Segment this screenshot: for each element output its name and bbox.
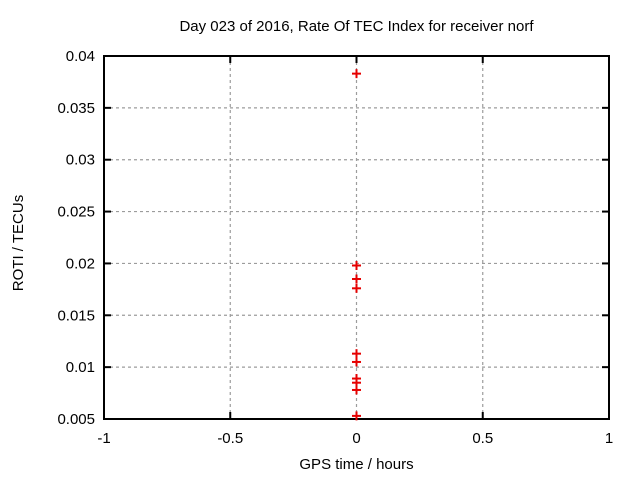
y-tick-label: 0.04 [66,48,95,65]
chart-title: Day 023 of 2016, Rate Of TEC Index for r… [179,18,534,35]
y-tick-label: 0.01 [66,359,95,376]
y-tick-label: 0.035 [57,100,95,117]
x-axis-label: GPS time / hours [299,456,414,473]
y-tick-label: 0.02 [66,255,95,272]
x-tick-label: 1 [605,430,613,447]
x-tick-label: 0 [352,430,360,447]
x-tick-label: -1 [97,430,110,447]
y-tick-label: 0.005 [57,411,95,428]
y-tick-label: 0.03 [66,152,95,169]
y-axis-label: ROTI / TECUs [10,194,27,292]
y-tick-label: 0.025 [57,204,95,221]
x-tick-label: -0.5 [217,430,243,447]
x-tick-label: 0.5 [472,430,493,447]
y-tick-label: 0.015 [57,307,95,324]
